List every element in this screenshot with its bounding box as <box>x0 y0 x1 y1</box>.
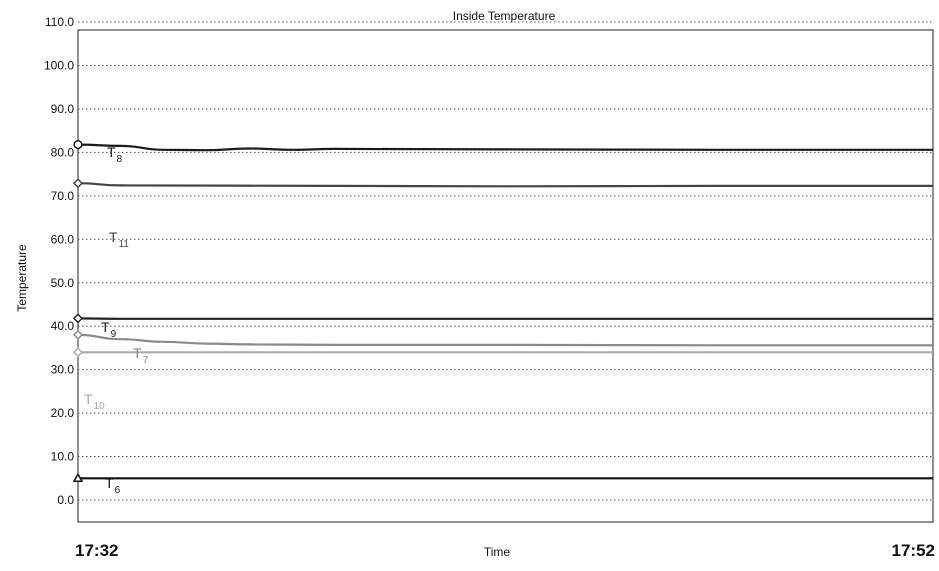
x-tick-label-start: 17:32 <box>75 541 118 560</box>
series-label-T9: T9 <box>101 319 117 340</box>
series-marker-T11 <box>72 178 84 189</box>
chart-title: Inside Temperature <box>453 9 556 23</box>
y-tick-label-100: 100.0 <box>44 59 74 73</box>
series-line-T11 <box>77 182 933 188</box>
y-tick-label-60: 60.0 <box>51 232 75 246</box>
series-marker-T8 <box>73 140 83 150</box>
plot-area-frame <box>77 29 934 523</box>
series-line-T8 <box>77 143 933 152</box>
y-tick-labels: 0.0 10.0 20.0 30.0 40.0 50.0 60.0 70.0 80.0 90.0 1… <box>44 15 74 507</box>
series-marker-T6 <box>72 472 84 483</box>
gridlines <box>78 21 933 501</box>
series-lines <box>77 143 934 480</box>
y-tick-label-50: 50.0 <box>51 276 75 290</box>
y-axis-label: Temperature <box>15 244 29 312</box>
y-tick-label-80: 80.0 <box>51 145 75 159</box>
series-line-T7 <box>77 333 933 347</box>
y-tick-label-0: 0.0 <box>57 493 74 507</box>
y-tick-label-90: 90.0 <box>51 102 75 116</box>
series-labels: T8 T11 T9 T7 T10 T6 <box>84 144 149 496</box>
series-label-T10: T10 <box>84 391 105 412</box>
series-label-T11: T11 <box>109 229 129 250</box>
x-tick-label-end: 17:52 <box>892 541 935 560</box>
series-marker-T9 <box>72 313 84 324</box>
series-marker-T7 <box>72 329 84 340</box>
y-tick-label-20: 20.0 <box>51 406 75 420</box>
series-marker-T10 <box>72 347 84 358</box>
series-label-T8: T8 <box>107 144 123 165</box>
x-axis-label: Time <box>484 545 511 559</box>
y-tick-label-10: 10.0 <box>51 450 75 464</box>
series-markers <box>72 140 84 483</box>
series-label-T7: T7 <box>133 345 149 366</box>
series-label-T6: T6 <box>105 475 121 496</box>
y-tick-label-70: 70.0 <box>51 189 75 203</box>
y-tick-label-30: 30.0 <box>51 363 75 377</box>
y-tick-label-110: 110.0 <box>45 15 74 29</box>
y-tick-label-40: 40.0 <box>51 319 75 333</box>
